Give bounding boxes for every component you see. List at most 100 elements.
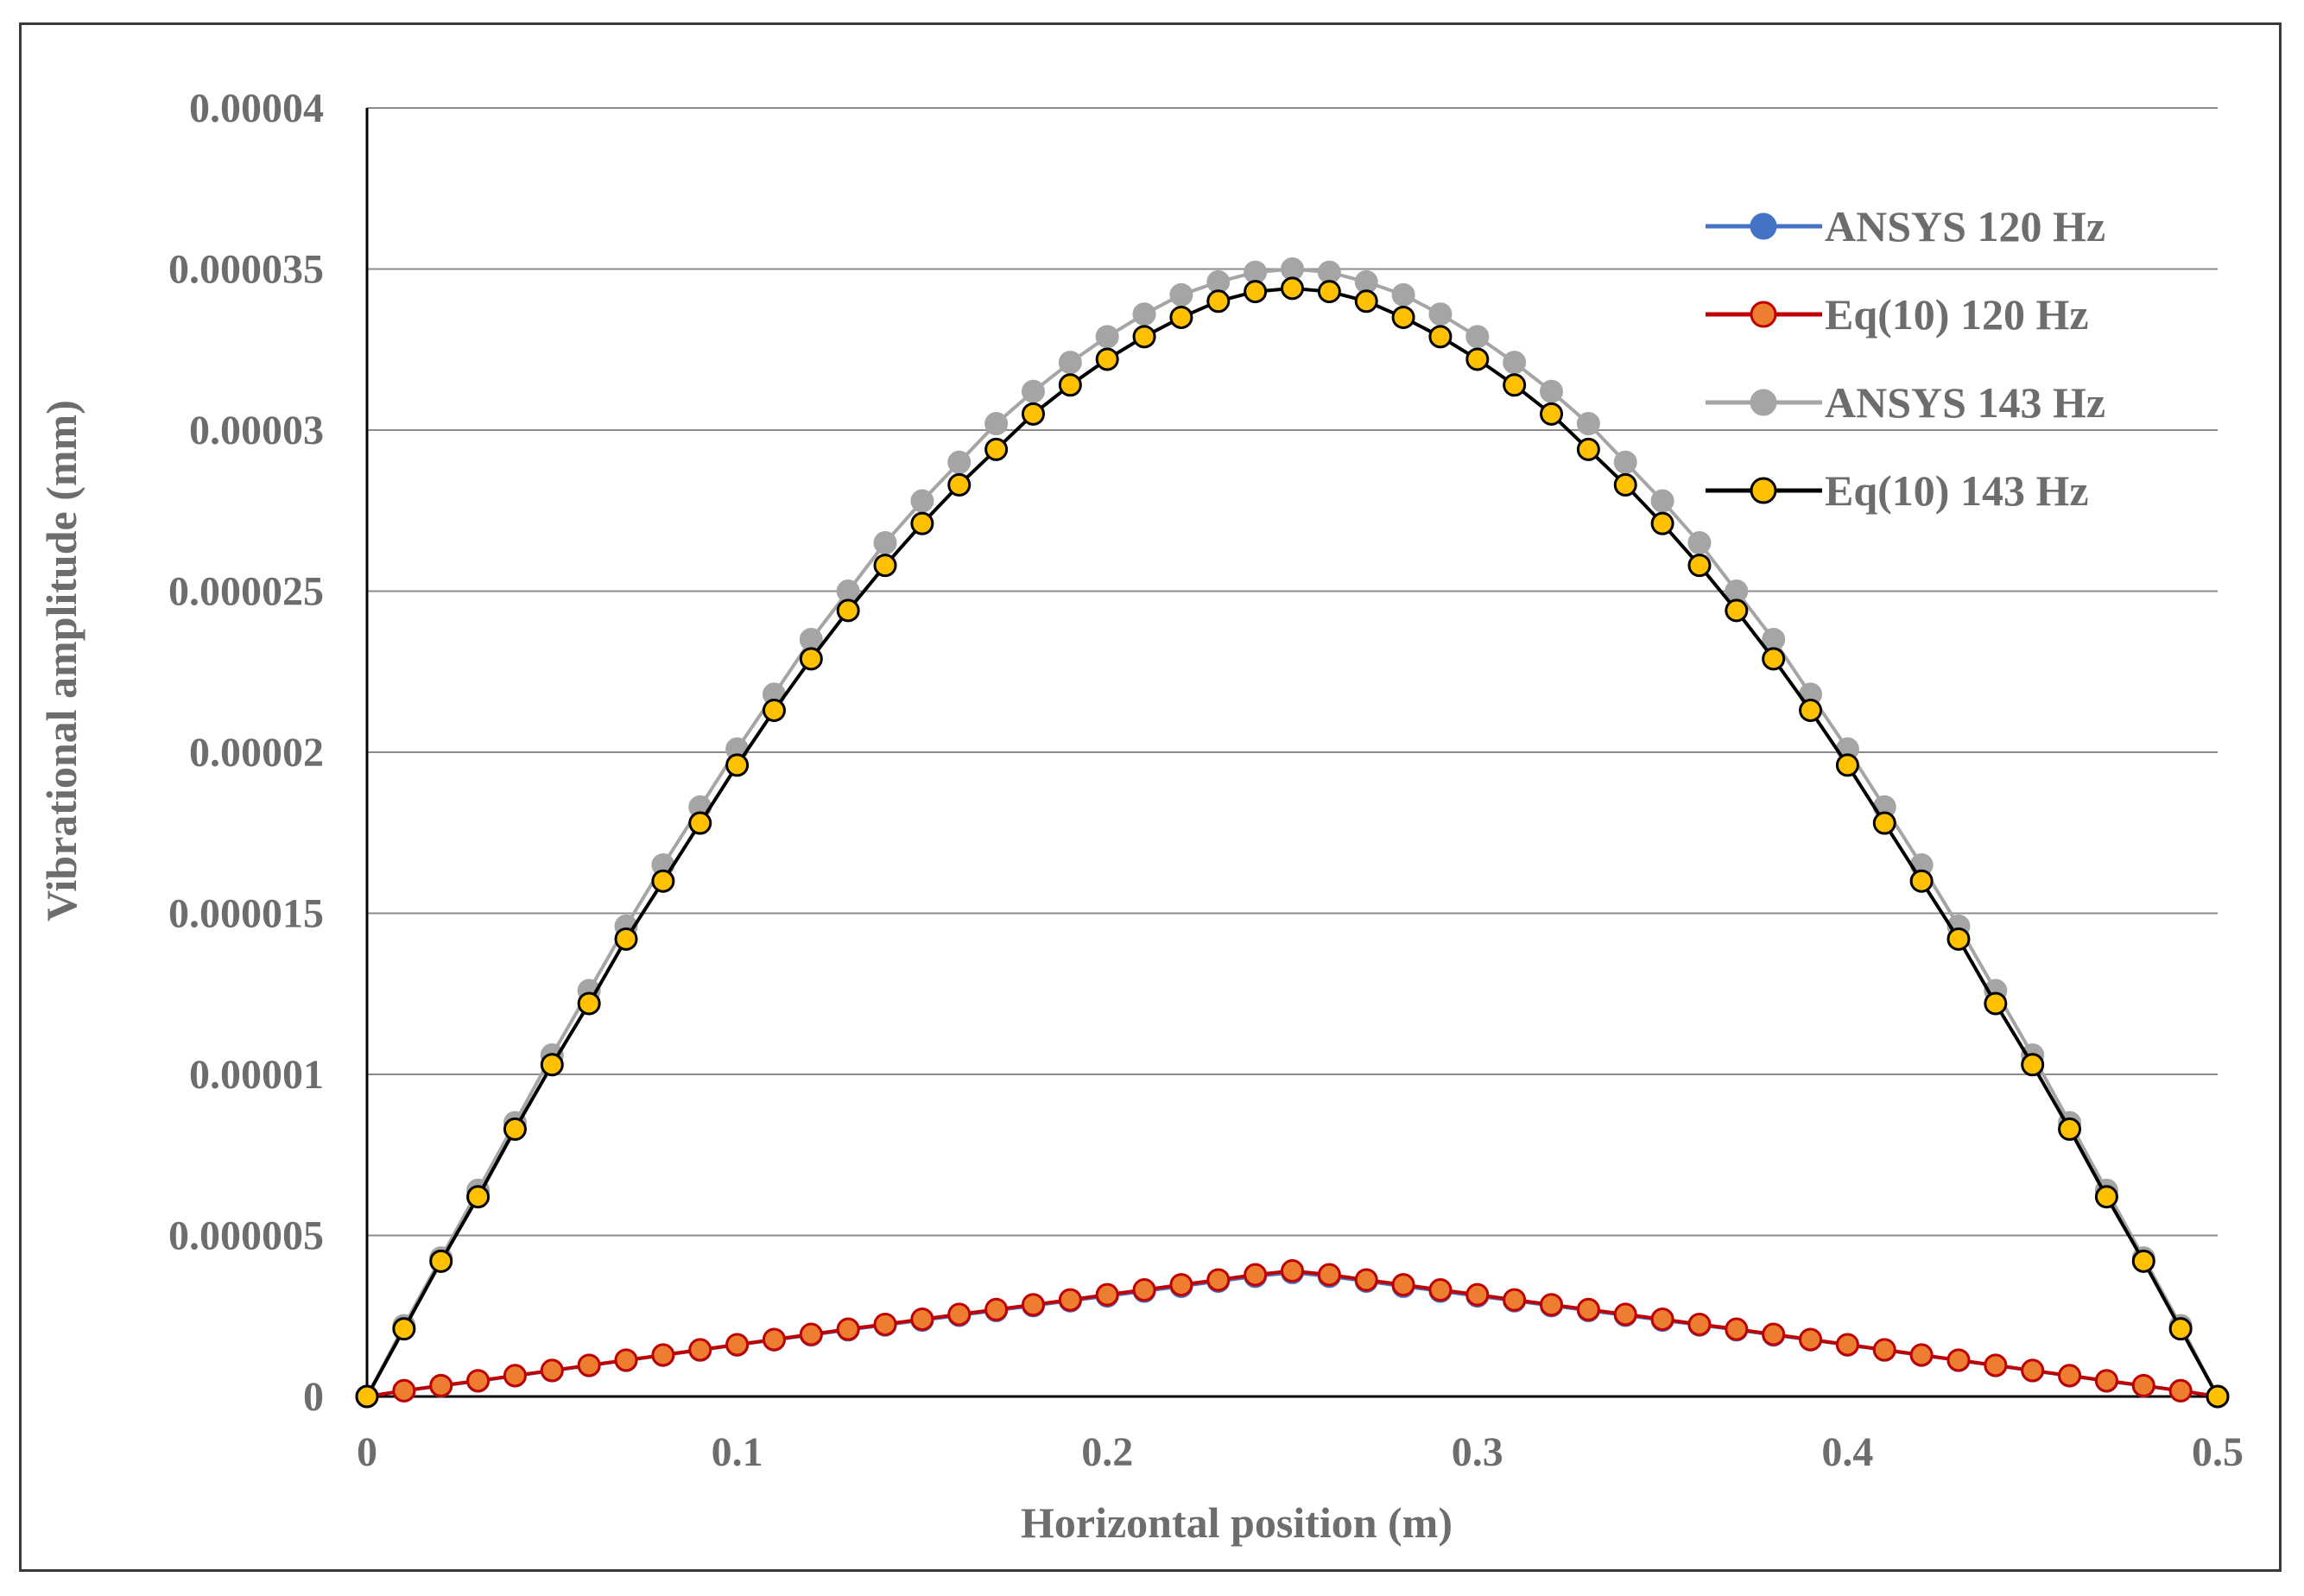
y-axis-title: Vibrational amplitude (mm) <box>37 400 85 922</box>
data-point <box>836 580 860 603</box>
legend-marker <box>1750 301 1777 328</box>
data-point <box>1169 305 1193 329</box>
series-line <box>366 1269 2219 1398</box>
y-tick-label: 0.000015 <box>168 891 324 937</box>
data-point <box>1021 1293 1045 1317</box>
data-point <box>1687 554 1712 578</box>
data-point <box>873 531 897 555</box>
data-point <box>1317 1263 1341 1287</box>
data-point <box>1244 260 1268 284</box>
x-tick-label: 0 <box>357 1429 377 1475</box>
data-point <box>1540 402 1564 426</box>
y-tick-label: 0.00002 <box>189 730 324 776</box>
data-point <box>725 753 750 777</box>
data-point <box>1465 1282 1490 1307</box>
data-point <box>762 699 786 723</box>
data-point <box>2168 1378 2193 1403</box>
data-point <box>873 554 897 578</box>
data-point <box>1687 531 1712 555</box>
data-point <box>503 1364 527 1388</box>
chart-frame <box>19 22 2282 1572</box>
data-point <box>947 1302 972 1327</box>
tick-labels: 0 0.000005 0.00001 0.000015 0.00002 0.000025 0… <box>168 86 2244 1475</box>
data-point <box>1650 511 1674 535</box>
data-point <box>1946 927 1971 951</box>
data-point <box>540 1358 564 1383</box>
data-point <box>1095 1282 1119 1307</box>
data-point <box>1317 280 1341 304</box>
data-point <box>429 1373 453 1397</box>
data-point <box>1835 753 1859 777</box>
legend-label: Eq(10) 143 Hz <box>1825 466 2089 515</box>
data-point <box>2094 1185 2118 1209</box>
data-point <box>577 1353 601 1378</box>
data-point <box>1132 325 1156 349</box>
data-point <box>1650 1307 1674 1331</box>
data-point <box>2021 1358 2045 1383</box>
data-point <box>1021 402 1045 426</box>
legend: ANSYS 120 Hz Eq(10) 120 Hz ANSYS 143 Hz Eq(… <box>1706 202 2105 515</box>
legend-label: ANSYS 143 Hz <box>1825 378 2105 427</box>
data-point <box>1799 699 1823 723</box>
data-point <box>984 1297 1009 1321</box>
data-point <box>947 450 972 474</box>
axes <box>365 108 2218 1398</box>
x-tick-label: 0.5 <box>2192 1429 2244 1475</box>
data-point <box>1132 1278 1156 1302</box>
data-point <box>1391 282 1415 307</box>
data-point <box>1281 257 1304 281</box>
y-tick-label: 0.000005 <box>168 1213 324 1259</box>
data-point <box>1465 347 1490 371</box>
series-eq-10-120-hz <box>355 1259 2230 1409</box>
data-point <box>1354 269 1378 294</box>
data-point <box>1503 373 1527 397</box>
data-point <box>2094 1369 2118 1393</box>
data-point <box>1354 289 1378 314</box>
y-tick-label: 0.00003 <box>189 408 324 453</box>
data-point <box>1281 276 1304 301</box>
series-ansys-120-hz <box>355 1260 2230 1409</box>
series-line <box>365 286 2219 1397</box>
data-point <box>1613 450 1637 474</box>
legend-marker <box>1750 477 1777 504</box>
data-point <box>1391 305 1415 329</box>
data-point <box>910 511 934 535</box>
data-point <box>836 598 860 623</box>
data-point <box>540 1053 564 1077</box>
data-point <box>1428 1278 1453 1302</box>
data-point <box>1799 1327 1823 1352</box>
data-point <box>355 1384 379 1409</box>
data-point <box>1984 1353 2008 1378</box>
data-point <box>1540 379 1564 403</box>
data-point <box>1058 373 1082 397</box>
data-point <box>392 1378 416 1403</box>
data-point <box>799 647 823 671</box>
y-tick-label: 0.000025 <box>168 569 324 615</box>
data-point <box>1687 1312 1712 1336</box>
data-point <box>1206 289 1231 314</box>
legend-item: ANSYS 120 Hz <box>1706 202 2105 250</box>
data-point <box>1613 1302 1637 1327</box>
data-point <box>2206 1384 2230 1409</box>
legend-marker <box>1750 389 1777 416</box>
data-point <box>1909 1343 1934 1367</box>
series-line <box>366 1270 2219 1398</box>
data-point <box>1576 412 1600 436</box>
data-point <box>1058 1288 1082 1312</box>
legend-marker <box>1750 212 1777 240</box>
data-point <box>1428 325 1453 349</box>
data-point <box>1909 869 1934 893</box>
data-point <box>799 1322 823 1346</box>
legend-item: Eq(10) 143 Hz <box>1706 466 2089 515</box>
data-point <box>947 472 972 497</box>
data-point <box>1984 991 2008 1016</box>
y-tick-label: 0.00001 <box>189 1052 324 1098</box>
data-point <box>688 811 712 835</box>
data-point <box>1206 1268 1231 1292</box>
data-point <box>1725 580 1749 603</box>
data-point <box>1206 269 1231 294</box>
data-point <box>984 412 1009 436</box>
legend-label: ANSYS 120 Hz <box>1825 202 2105 250</box>
data-point <box>1169 1273 1193 1297</box>
data-point <box>1946 1348 1971 1372</box>
